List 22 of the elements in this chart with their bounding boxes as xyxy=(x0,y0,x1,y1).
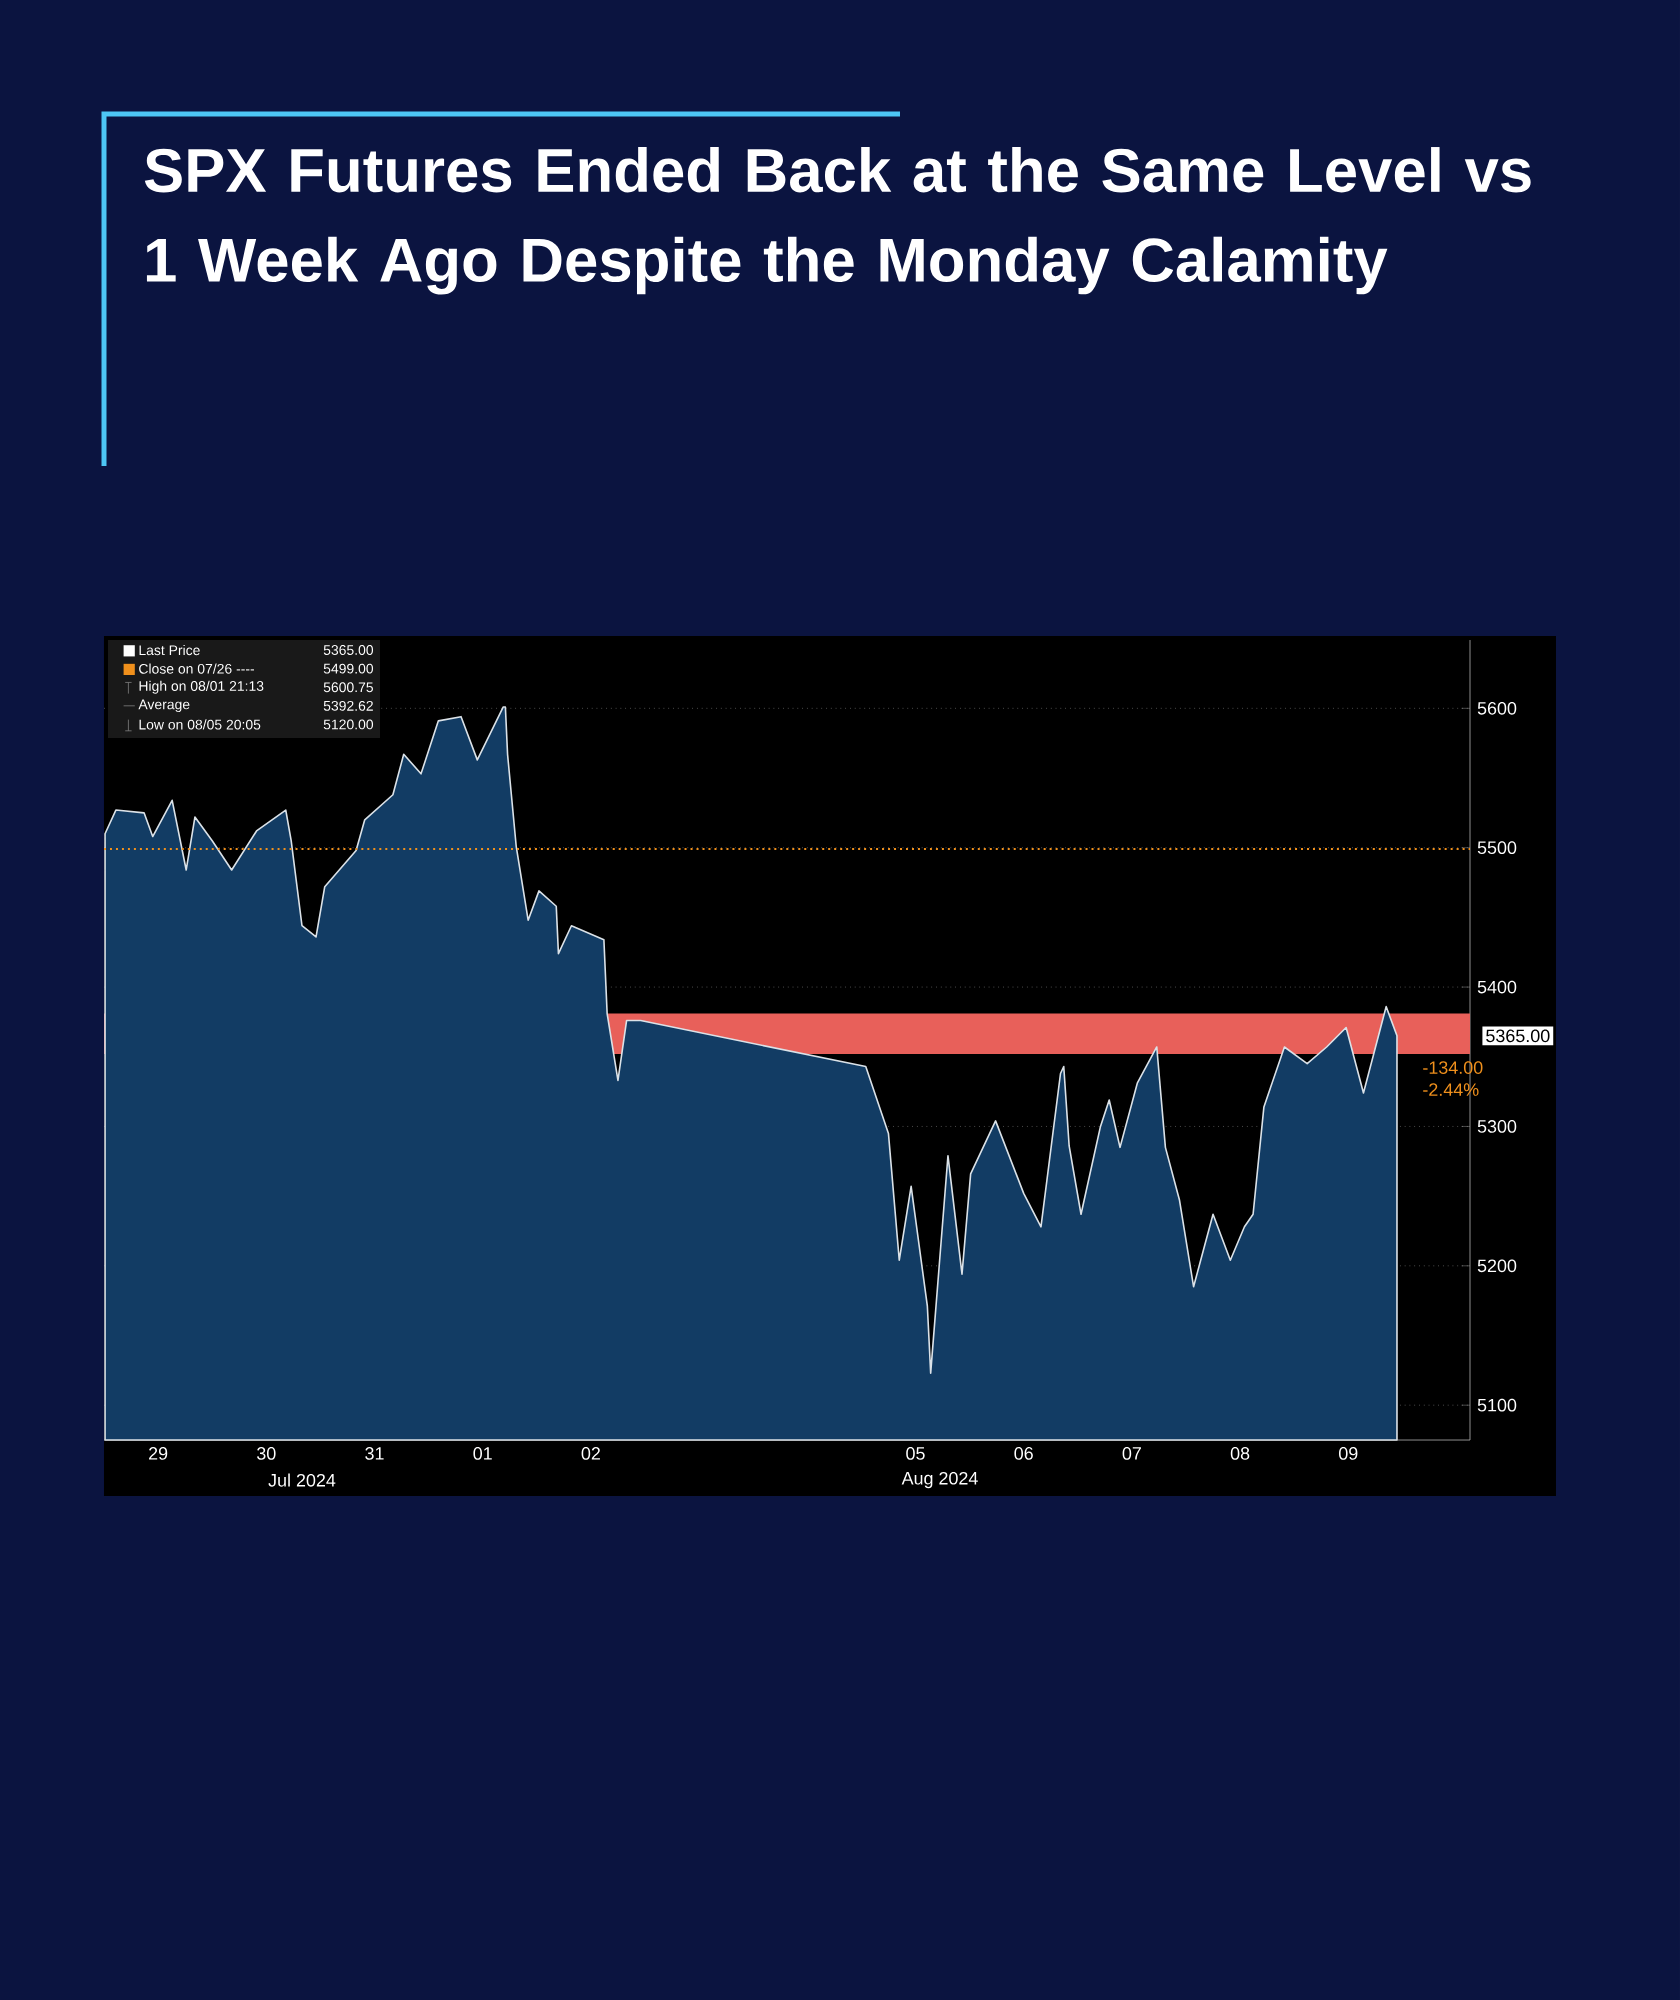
x-tick-label: 09 xyxy=(1339,1447,1358,1460)
y-tick-label: 5600 xyxy=(1477,701,1517,715)
y-tick-label: 5200 xyxy=(1477,1259,1517,1273)
x-tick-label: 05 xyxy=(906,1447,925,1460)
x-tick-label: 06 xyxy=(1014,1447,1033,1460)
x-tick-label: 07 xyxy=(1122,1447,1141,1460)
x-tick-label: 08 xyxy=(1230,1447,1250,1460)
x-tick-label: 31 xyxy=(365,1447,384,1460)
x-tick-label: 30 xyxy=(257,1447,276,1460)
annotation: -134.00 xyxy=(1423,1061,1483,1074)
x-tick-label: 01 xyxy=(473,1447,492,1460)
text: 5365.00 xyxy=(1486,1029,1550,1043)
annotation: -2.44% xyxy=(1423,1083,1479,1096)
text: Aug 2024 xyxy=(901,1471,978,1489)
y-tick-label: 5400 xyxy=(1477,980,1517,994)
chart-title: SPX Futures Ended Back at the Same Level vs 1 Week Ago Despite the Monday Calamity xyxy=(144,147,1531,295)
y-tick-label: 5100 xyxy=(1477,1398,1517,1412)
x-tick-label: 02 xyxy=(581,1447,600,1460)
y-tick-label: 5500 xyxy=(1477,841,1517,855)
text: Jul 2024 xyxy=(268,1473,336,1487)
y-tick-label: 5300 xyxy=(1477,1120,1517,1133)
x-tick-label: 29 xyxy=(149,1447,168,1460)
